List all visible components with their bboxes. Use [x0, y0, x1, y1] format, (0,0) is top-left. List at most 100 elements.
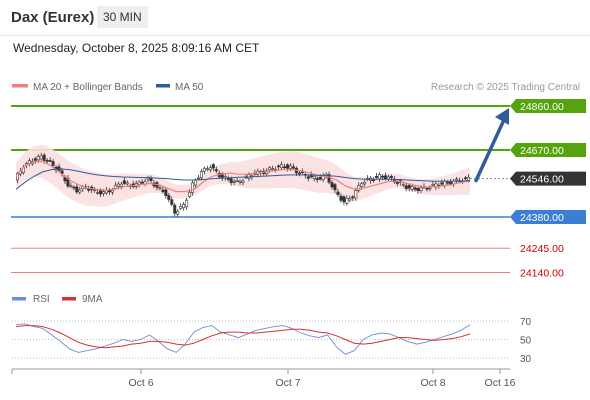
ma20-legend-label: MA 20 + Bollinger Bands — [33, 82, 143, 93]
x-axis: Oct 6 Oct 7 Oct 8 Oct 16 — [11, 368, 516, 389]
candle-body — [333, 184, 337, 191]
candle-body — [232, 181, 236, 183]
candle-body — [360, 183, 364, 187]
rsi-line — [15, 323, 471, 355]
ma20-legend-swatch — [12, 84, 28, 88]
candle-body — [78, 189, 82, 193]
x-tick-label-Oct 16: Oct 16 — [485, 377, 516, 389]
rsi-legend-swatch — [12, 297, 26, 301]
level-tag-24860.00 — [510, 99, 586, 113]
candle-body — [161, 189, 165, 192]
candle-body — [164, 189, 168, 196]
instrument-title: Dax (Eurex) — [11, 9, 95, 26]
projection-arrow — [474, 120, 505, 183]
projection-arrow-group — [474, 108, 509, 183]
level-tag-24380.00 — [510, 210, 586, 224]
candles-layer — [15, 152, 471, 218]
candle-body — [185, 199, 189, 208]
candle-body — [113, 184, 117, 189]
candle-body — [93, 189, 97, 192]
candle-body — [419, 187, 423, 191]
candle-body — [431, 184, 435, 186]
moving-averages — [15, 160, 471, 193]
candle-body — [116, 183, 120, 187]
candle-body — [137, 181, 141, 185]
ma50-legend-swatch — [156, 84, 170, 88]
candle-body — [410, 186, 414, 190]
candle-body — [425, 187, 429, 190]
candle-body — [176, 211, 180, 215]
candle-body — [75, 186, 79, 193]
rsi-level-label-30: 30 — [520, 354, 532, 365]
candle-body — [446, 181, 450, 184]
candle-body — [363, 181, 367, 185]
x-tick-label-Oct 8: Oct 8 — [420, 377, 445, 389]
candle-body — [110, 189, 114, 193]
level-label-24245.00: 24245.00 — [520, 243, 564, 255]
rsi-level-label-70: 70 — [520, 317, 532, 328]
candle-body — [401, 184, 405, 186]
candle-body — [277, 165, 281, 168]
candle-body — [372, 179, 376, 181]
candle-body — [39, 155, 43, 160]
candle-body — [443, 180, 447, 186]
rsi-legend-label: RSI — [33, 294, 50, 305]
chart-header: Dax (Eurex) 30 MIN — [0, 0, 590, 36]
candle-body — [36, 156, 40, 161]
candle-body — [229, 178, 233, 183]
candle-body — [286, 164, 290, 169]
candle-body — [375, 175, 379, 178]
candle-body — [345, 197, 349, 204]
candle-body — [119, 183, 123, 187]
candle-body — [413, 187, 417, 190]
candle-body — [291, 166, 295, 169]
candle-body — [208, 167, 212, 171]
candle-body — [327, 174, 331, 183]
x-tick-label-Oct 7: Oct 7 — [275, 377, 300, 389]
ma50-legend-label: MA 50 — [175, 82, 204, 93]
candle-body — [351, 196, 355, 199]
candle-body — [235, 180, 239, 182]
candle-body — [179, 206, 183, 209]
datetime-label: Wednesday, October 8, 2025 8:09:16 AM CE… — [13, 41, 260, 55]
candle-body — [354, 190, 358, 199]
candle-body — [188, 191, 192, 197]
candle-body — [315, 178, 319, 181]
candle-body — [283, 166, 287, 169]
candle-body — [99, 189, 103, 195]
candle-body — [318, 176, 322, 180]
bollinger-bands — [16, 144, 470, 207]
candle-body — [125, 182, 129, 185]
candle-body — [226, 178, 230, 180]
rsi-panel: 70 50 30 — [12, 317, 532, 365]
candle-body — [428, 187, 432, 190]
rsi-ma-legend-swatch — [62, 297, 76, 301]
candle-body — [69, 184, 73, 187]
candle-body — [158, 187, 162, 189]
candle-body — [173, 204, 177, 214]
level-tag-24546.00 — [510, 171, 586, 186]
rsi-legend: RSI 9MA — [12, 294, 103, 305]
rsi-ma-line — [15, 325, 471, 349]
level-tag-text-24860.00: 24860.00 — [520, 101, 564, 113]
candle-body — [241, 180, 245, 183]
timeframe-button[interactable]: 30 MIN — [97, 6, 148, 28]
candle-body — [214, 169, 218, 172]
candle-body — [297, 172, 301, 175]
candle-body — [194, 179, 198, 186]
level-tag-text-24546.00: 24546.00 — [520, 174, 564, 186]
candle-body — [464, 177, 468, 180]
candle-body — [339, 195, 343, 201]
candle-body — [72, 186, 76, 189]
candle-body — [45, 160, 49, 162]
candle-body — [383, 175, 387, 180]
level-tag-text-24670.00: 24670.00 — [520, 145, 564, 157]
candle-body — [170, 199, 174, 205]
rsi-ma-legend-label: 9MA — [82, 294, 103, 305]
candle-body — [280, 164, 284, 169]
chart-legend: MA 20 + Bollinger Bands MA 50 Research ©… — [12, 82, 580, 93]
candle-body — [199, 171, 203, 179]
candle-body — [268, 167, 272, 170]
candle-body — [102, 191, 106, 194]
